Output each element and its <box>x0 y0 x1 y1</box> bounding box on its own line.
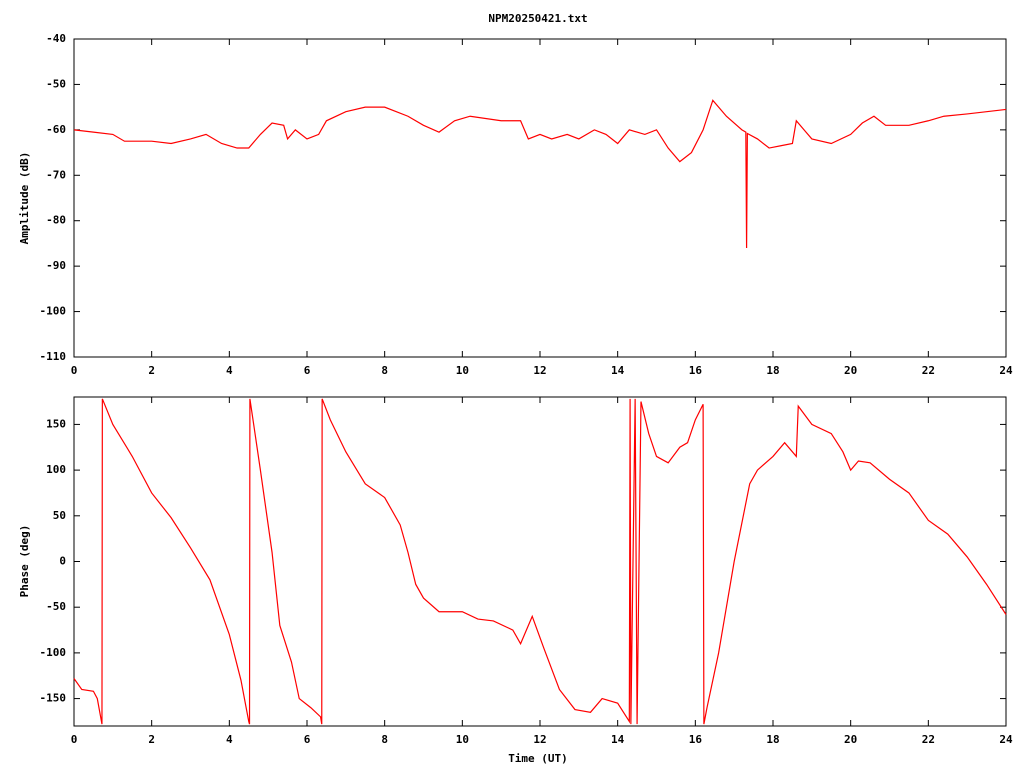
y-tick-label: -100 <box>40 305 67 318</box>
x-tick-label: 4 <box>226 364 233 377</box>
plot-frame <box>73 38 1007 358</box>
y-axis-label: Amplitude (dB) <box>18 152 31 245</box>
x-tick-label: 18 <box>766 733 779 746</box>
x-tick-label: 16 <box>689 364 703 377</box>
x-tick-label: 8 <box>381 733 388 746</box>
y-tick-label: -40 <box>46 32 66 45</box>
x-tick-label: 12 <box>533 733 546 746</box>
x-tick-label: 22 <box>922 733 935 746</box>
x-tick-label: 2 <box>148 733 155 746</box>
x-tick-label: 24 <box>999 733 1013 746</box>
y-tick-label: -150 <box>40 692 67 705</box>
y-tick-label: -90 <box>46 259 66 272</box>
plot-frame <box>73 396 1007 727</box>
y-tick-label: 50 <box>53 509 66 522</box>
x-tick-label: 20 <box>844 733 857 746</box>
x-tick-label: 24 <box>999 364 1013 377</box>
x-tick-label: 2 <box>148 364 155 377</box>
chart-title: NPM20250421.txt <box>488 12 587 25</box>
y-axis-label: Phase (deg) <box>18 525 31 598</box>
x-tick-label: 22 <box>922 364 935 377</box>
data-line <box>73 99 1007 248</box>
y-tick-label: -100 <box>40 646 67 659</box>
x-tick-label: 8 <box>381 364 388 377</box>
x-tick-label: 6 <box>304 733 311 746</box>
y-tick-label: -70 <box>46 168 66 181</box>
y-tick-label: -80 <box>46 214 66 227</box>
x-tick-label: 18 <box>766 364 779 377</box>
x-tick-label: 4 <box>226 733 233 746</box>
x-tick-label: 10 <box>456 364 469 377</box>
x-tick-label: 14 <box>611 364 625 377</box>
x-tick-label: 14 <box>611 733 625 746</box>
x-tick-label: 0 <box>71 364 78 377</box>
x-tick-label: 0 <box>71 733 78 746</box>
x-tick-label: 12 <box>533 364 546 377</box>
x-tick-label: 10 <box>456 733 469 746</box>
y-tick-label: 150 <box>46 417 66 430</box>
y-tick-label: -110 <box>40 350 67 363</box>
y-tick-label: -60 <box>46 123 66 136</box>
y-tick-label: 100 <box>46 463 66 476</box>
y-tick-label: -50 <box>46 600 66 613</box>
y-tick-label: 0 <box>59 555 66 568</box>
x-tick-label: 16 <box>689 733 703 746</box>
x-axis-label: Time (UT) <box>508 752 568 765</box>
x-tick-label: 20 <box>844 364 857 377</box>
y-tick-label: -50 <box>46 77 66 90</box>
x-tick-label: 6 <box>304 364 311 377</box>
data-line <box>73 398 1007 725</box>
